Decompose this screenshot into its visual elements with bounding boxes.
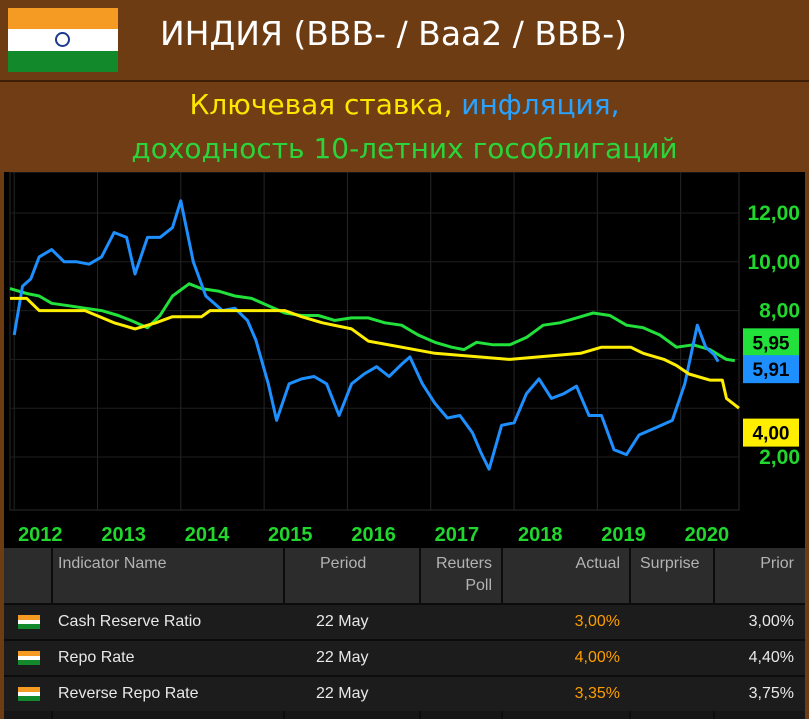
end-value-label: 5,95 xyxy=(753,333,790,354)
row-period: 22 May xyxy=(316,613,369,630)
chart-area: 2012 2013 2014 2015 2016 2017 2018 2019 2020 12,0… xyxy=(4,172,805,548)
series-line-rate xyxy=(10,296,740,410)
header: ИНДИЯ (BBB- / Baa2 / BBB-) xyxy=(0,0,809,78)
x-tick-label: 2012 xyxy=(18,524,63,546)
x-tick-label: 2016 xyxy=(351,524,396,546)
x-tick-label: 2017 xyxy=(435,524,480,546)
end-value-label: 4,00 xyxy=(753,424,790,445)
table-row[interactable]: Repo Rate 22 May 4,00% 4,40% xyxy=(4,639,805,675)
table-row[interactable]: Cash Reserve Ratio 22 May 3,00% 3,00% xyxy=(4,603,805,639)
series-line-inflation xyxy=(12,199,720,471)
x-tick-label: 2018 xyxy=(518,524,563,546)
row-prior: 3,00% xyxy=(748,613,794,630)
x-tick-label: 2013 xyxy=(101,524,146,546)
y-tick-label: 8,00 xyxy=(759,300,800,323)
india-flag-icon xyxy=(18,651,40,666)
row-actual: 3,35% xyxy=(574,685,620,702)
plot-frame xyxy=(9,172,740,511)
end-value-tag xyxy=(743,355,799,384)
x-tick-label: 2014 xyxy=(185,524,230,546)
header-reuters: Reuters xyxy=(435,555,492,572)
subtitle-panel: Ключевая ставка, инфляция, доходность 10… xyxy=(0,80,809,172)
row-actual: 3,00% xyxy=(574,613,620,630)
header-surprise[interactable]: Surprise xyxy=(640,555,700,572)
x-tick-label: 2019 xyxy=(601,524,646,546)
subtitle-rate-label: Ключевая ставка, xyxy=(189,88,453,121)
india-flag-icon xyxy=(18,687,40,702)
header-reuters-poll[interactable]: Reuters Poll xyxy=(428,553,492,597)
row-prior: 4,40% xyxy=(748,649,794,666)
x-tick-label: 2020 xyxy=(685,524,730,546)
y-tick-label: 2,00 xyxy=(759,446,800,469)
header-indicator-name[interactable]: Indicator Name xyxy=(58,555,167,572)
subtitle-line-1: Ключевая ставка, инфляция, xyxy=(0,88,809,121)
page-title: ИНДИЯ (BBB- / Baa2 / BBB-) xyxy=(160,14,628,53)
header-actual[interactable]: Actual xyxy=(575,555,620,572)
row-indicator-name: Cash Reserve Ratio xyxy=(58,613,202,630)
y-tick-label: 10,00 xyxy=(747,251,800,274)
indicator-table: Indicator Name Period Reuters Poll Actua… xyxy=(4,548,805,719)
y-tick-label: 12,00 xyxy=(747,202,800,225)
end-value-tag xyxy=(743,418,799,447)
series-line-bond xyxy=(9,282,736,363)
table-row[interactable]: Reverse Repo Rate 22 May 3,35% 3,75% xyxy=(4,675,805,711)
india-flag-icon xyxy=(18,615,40,630)
row-actual: 4,00% xyxy=(574,649,620,666)
end-value-label: 5,91 xyxy=(753,360,790,381)
header-prior[interactable]: Prior xyxy=(760,555,794,572)
subtitle-bond-label: доходность 10-летних гособлигаций xyxy=(131,132,678,165)
row-period: 22 May xyxy=(316,685,369,702)
end-value-tag xyxy=(743,328,799,357)
row-indicator-name: Reverse Repo Rate xyxy=(58,685,199,702)
header-period[interactable]: Period xyxy=(320,555,367,572)
india-flag-icon xyxy=(8,8,118,72)
table-header: Indicator Name Period Reuters Poll Actua… xyxy=(4,548,805,603)
row-period: 22 May xyxy=(316,649,369,666)
line-chart: 2012 2013 2014 2015 2016 2017 2018 2019 2020 12,0… xyxy=(9,172,800,546)
row-prior: 3,75% xyxy=(748,685,794,702)
subtitle-inflation-label: инфляция, xyxy=(461,88,620,121)
x-tick-label: 2015 xyxy=(268,524,313,546)
row-indicator-name: Repo Rate xyxy=(58,649,135,666)
header-poll: Poll xyxy=(465,577,492,594)
